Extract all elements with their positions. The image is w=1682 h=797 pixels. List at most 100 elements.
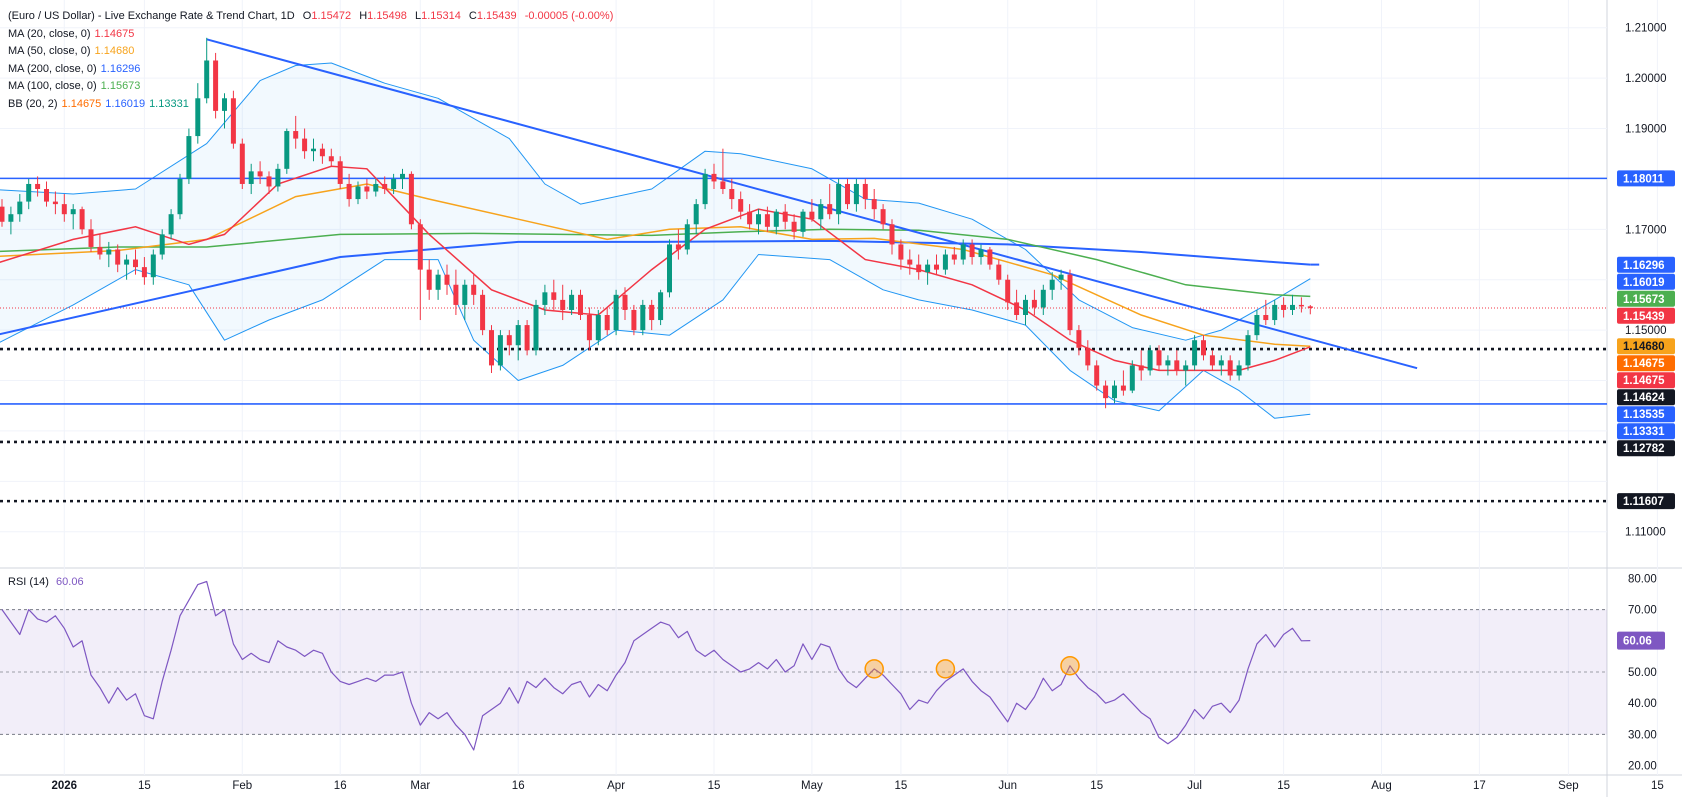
candle-body (1290, 304, 1295, 310)
candle-body (756, 214, 761, 225)
candle-body (1307, 306, 1313, 308)
price-badge (1617, 273, 1675, 290)
candle-body (791, 221, 797, 232)
candle-body (1227, 360, 1233, 376)
price-tick-label: 1.17000 (1625, 224, 1667, 236)
candle-body (168, 214, 174, 235)
candle-body (1209, 355, 1215, 366)
rsi-current-badge (1617, 631, 1665, 650)
candle-body (97, 246, 103, 255)
candle-body (266, 176, 272, 187)
price-tick-label: 1.11000 (1625, 527, 1666, 539)
legend-bb[interactable]: BB (20, 2) 1.14675 1.16019 1.13331 (8, 97, 189, 110)
candle-body (186, 136, 192, 179)
candle-body (595, 315, 601, 341)
candle-body (311, 148, 316, 152)
candle-body (150, 254, 156, 278)
candle-body (702, 173, 708, 205)
price-badge (1617, 170, 1675, 187)
candle-body (613, 294, 619, 331)
bb-lower-line (0, 254, 1311, 419)
rsi-value: 60.06 (56, 576, 84, 588)
rsi-tick-label: 70.00 (1628, 605, 1657, 617)
time-tick-label: Aug (1371, 780, 1391, 792)
candle-body (1263, 315, 1269, 321)
candle-body (586, 315, 592, 341)
time-tick-label: Feb (232, 780, 252, 792)
candlestick-series (0, 37, 1313, 409)
candle-body (533, 304, 539, 351)
candle-body (551, 292, 557, 300)
price-badge (1617, 423, 1675, 440)
candle-body (444, 274, 450, 285)
candle-body (667, 244, 672, 293)
price-badge-label: 1.14624 (1623, 392, 1665, 404)
candle-body (79, 209, 85, 230)
rsi-name: RSI (14) (8, 576, 49, 588)
candle-body (524, 325, 530, 351)
candle-body (115, 249, 121, 265)
candle-body (1298, 304, 1304, 307)
price-tick-label: 1.21000 (1625, 23, 1667, 35)
bb-upper-line (0, 62, 1311, 341)
price-badge-label: 1.11607 (1623, 496, 1664, 508)
candle-body (1112, 385, 1117, 399)
time-tick-label: 15 (1651, 780, 1664, 792)
candle-body (658, 292, 664, 321)
candle-body (1272, 304, 1278, 321)
candle-body (88, 229, 94, 247)
price-badge-label: 1.13331 (1623, 426, 1665, 438)
candle-body (1147, 350, 1153, 371)
ohlc-low: L1.15314 (414, 10, 461, 22)
time-tick-label: 17 (1473, 780, 1486, 792)
bb-fill (0, 63, 1311, 419)
candle-body (364, 186, 370, 192)
candle-body (1005, 279, 1011, 303)
price-badge (1617, 256, 1675, 273)
candle-body (462, 284, 468, 305)
candle-body (302, 138, 308, 152)
candle-body (1201, 340, 1206, 356)
legend-ma50[interactable]: MA (50, close, 0) 1.14680 (8, 45, 135, 57)
legend-ma20[interactable]: MA (20, close, 0) 1.14675 (8, 27, 135, 40)
candle-body (880, 209, 886, 225)
candle-body (239, 143, 245, 184)
candle-body (1067, 274, 1073, 331)
candle-body (729, 189, 735, 200)
price-badge-label: 1.15439 (1623, 311, 1665, 323)
candle-body (907, 259, 913, 265)
price-badge (1617, 440, 1675, 457)
ma20-line (0, 165, 1311, 372)
price-badge-label: 1.16019 (1623, 277, 1665, 289)
candle-body (515, 325, 521, 346)
candle-body (738, 199, 744, 212)
ohlc-open: O1.15472 (302, 10, 352, 22)
bollinger-bands (0, 62, 1311, 419)
legend-title-row: (Euro / US Dollar) - Live Exchange Rate … (8, 8, 613, 26)
candle-body (1085, 347, 1091, 366)
candle-body (248, 171, 254, 184)
candle-body (1023, 299, 1028, 315)
axes: 1.21000 1.20000 1.19000 1.17000 1.15000 1.110… (52, 23, 1667, 792)
time-tick-label: 15 (1090, 780, 1103, 792)
rsi-highlight-circle (1060, 656, 1080, 676)
candle-body (408, 173, 414, 225)
candle-body (684, 224, 690, 250)
rsi-legend[interactable]: RSI (14) 60.06 (8, 576, 84, 588)
candle-body (747, 211, 753, 225)
legend-ma200[interactable]: MA (200, close, 0) 1.16296 (8, 62, 141, 75)
candle-body (960, 244, 966, 260)
time-tick-label: Apr (607, 780, 625, 792)
candle-body (1183, 365, 1189, 371)
price-badge-label: 1.18011 (1623, 173, 1665, 185)
legend-ma100[interactable]: MA (100, close, 0) 1.15673 (8, 80, 141, 92)
symbol-title[interactable]: (Euro / US Dollar) - Live Exchange Rate … (8, 10, 295, 22)
candle-body (764, 214, 770, 227)
candle-body (1254, 315, 1260, 336)
candle-body (871, 199, 877, 210)
candle-body (1192, 340, 1198, 366)
candle-body (506, 335, 512, 346)
ohlc-change: -0.00005 (-0.00%) (524, 10, 614, 22)
